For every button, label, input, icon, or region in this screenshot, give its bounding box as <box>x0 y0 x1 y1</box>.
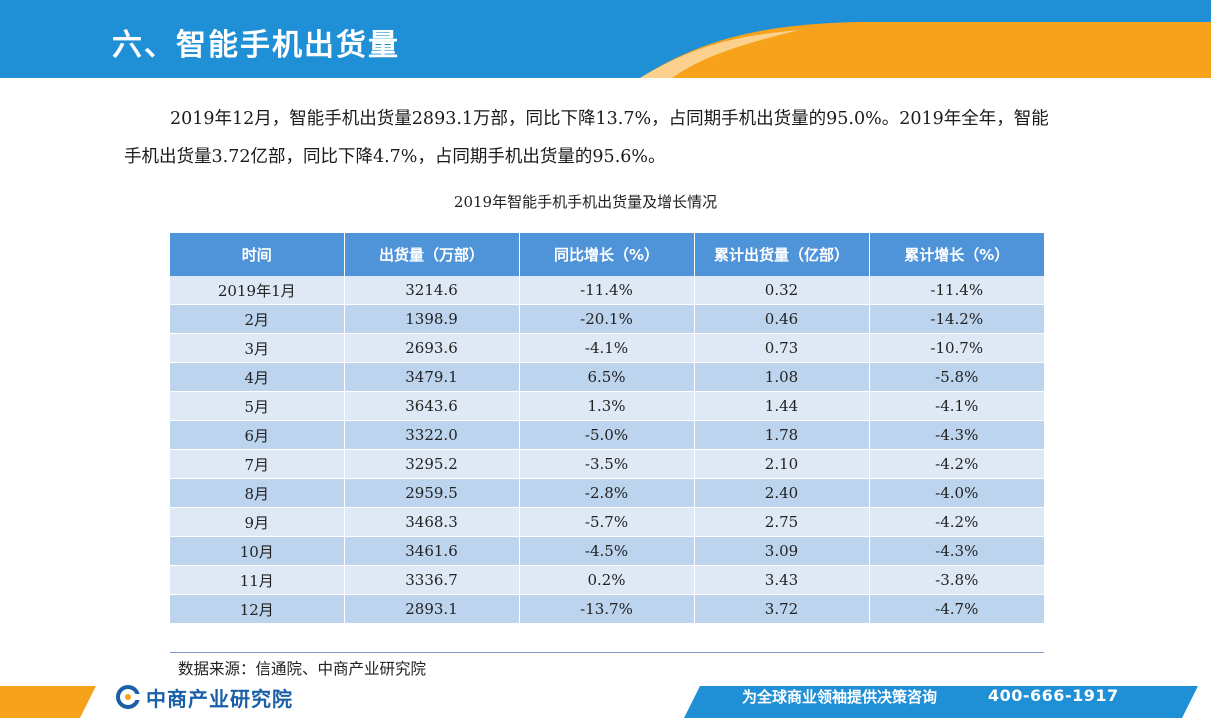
cell-cumulative-growth: -14.2% <box>869 304 1044 334</box>
cell-cumulative: 3.72 <box>694 594 870 624</box>
cell-cumulative-growth: -4.7% <box>869 594 1044 624</box>
cell-shipment: 3643.6 <box>344 391 520 421</box>
cell-cumulative: 1.78 <box>694 420 870 450</box>
cell-shipment: 3322.0 <box>344 420 520 450</box>
cell-shipment: 2693.6 <box>344 333 520 363</box>
cell-time: 6月 <box>170 420 345 450</box>
cell-yoy: -20.1% <box>519 304 695 334</box>
cell-yoy: -11.4% <box>519 276 695 305</box>
col-header-cumulative: 累计出货量（亿部） <box>694 233 870 276</box>
cell-cumulative-growth: -10.7% <box>869 333 1044 363</box>
cell-shipment: 3295.2 <box>344 449 520 479</box>
cell-shipment: 3461.6 <box>344 536 520 566</box>
cell-cumulative-growth: -4.1% <box>869 391 1044 421</box>
shipment-table: 时间 出货量（万部） 同比增长（%） 累计出货量（亿部） 累计增长（%） 201… <box>170 233 1044 624</box>
table-row: 7月 3295.2 -3.5% 2.10 -4.2% <box>170 449 1044 479</box>
table-row: 2月 1398.9 -20.1% 0.46 -14.2% <box>170 304 1044 334</box>
cell-time: 10月 <box>170 536 345 566</box>
table-row: 12月 2893.1 -13.7% 3.72 -4.7% <box>170 594 1044 624</box>
cell-time: 3月 <box>170 333 345 363</box>
cell-yoy: -3.5% <box>519 449 695 479</box>
cell-time: 8月 <box>170 478 345 508</box>
footer-background <box>0 686 1211 718</box>
col-header-shipment: 出货量（万部） <box>344 233 520 276</box>
cell-cumulative-growth: -4.2% <box>869 449 1044 479</box>
cell-yoy: 1.3% <box>519 391 695 421</box>
col-header-time: 时间 <box>170 233 345 276</box>
cell-cumulative-growth: -4.3% <box>869 420 1044 450</box>
intro-paragraph: 2019年12月，智能手机出货量2893.1万部，同比下降13.7%，占同期手机… <box>124 100 1054 176</box>
page-title: 六、智能手机出货量 <box>112 28 400 63</box>
intro-text: 2019年12月，智能手机出货量2893.1万部，同比下降13.7%，占同期手机… <box>124 109 1049 167</box>
cell-cumulative: 0.32 <box>694 276 870 305</box>
table-row: 10月 3461.6 -4.5% 3.09 -4.3% <box>170 536 1044 566</box>
table-row: 5月 3643.6 1.3% 1.44 -4.1% <box>170 391 1044 421</box>
table-header-row: 时间 出货量（万部） 同比增长（%） 累计出货量（亿部） 累计增长（%） <box>170 233 1044 276</box>
askci-logo-icon <box>116 685 140 709</box>
cell-yoy: -13.7% <box>519 594 695 624</box>
cell-shipment: 3479.1 <box>344 362 520 392</box>
cell-shipment: 2893.1 <box>344 594 520 624</box>
cell-yoy: -5.0% <box>519 420 695 450</box>
cell-cumulative: 2.75 <box>694 507 870 537</box>
table-caption: 2019年智能手机手机出货量及增长情况 <box>453 193 718 211</box>
cell-yoy: -5.7% <box>519 507 695 537</box>
cell-yoy: -2.8% <box>519 478 695 508</box>
cell-time: 4月 <box>170 362 345 392</box>
cell-yoy: 0.2% <box>519 565 695 595</box>
cell-cumulative-growth: -5.8% <box>869 362 1044 392</box>
footer-phone: 400-666-1917 <box>988 686 1119 705</box>
brand-name: 中商产业研究院 <box>146 686 293 711</box>
cell-cumulative-growth: -3.8% <box>869 565 1044 595</box>
col-header-yoy: 同比增长（%） <box>519 233 695 276</box>
cell-cumulative: 0.73 <box>694 333 870 363</box>
header-background <box>0 0 1211 78</box>
table-row: 2019年1月 3214.6 -11.4% 0.32 -11.4% <box>170 276 1044 305</box>
source-divider <box>170 652 1044 653</box>
cell-cumulative: 2.40 <box>694 478 870 508</box>
cell-shipment: 2959.5 <box>344 478 520 508</box>
cell-cumulative: 3.43 <box>694 565 870 595</box>
footer-bar <box>0 682 1211 718</box>
cell-shipment: 3214.6 <box>344 276 520 305</box>
cell-yoy: 6.5% <box>519 362 695 392</box>
table-row: 3月 2693.6 -4.1% 0.73 -10.7% <box>170 333 1044 363</box>
cell-cumulative: 1.44 <box>694 391 870 421</box>
cell-time: 7月 <box>170 449 345 479</box>
cell-time: 11月 <box>170 565 345 595</box>
cell-time: 2月 <box>170 304 345 334</box>
cell-cumulative: 3.09 <box>694 536 870 566</box>
cell-cumulative-growth: -4.0% <box>869 478 1044 508</box>
col-header-cumulative-growth: 累计增长（%） <box>869 233 1044 276</box>
cell-cumulative: 2.10 <box>694 449 870 479</box>
table-row: 4月 3479.1 6.5% 1.08 -5.8% <box>170 362 1044 392</box>
brand-logo: 中商产业研究院 <box>116 684 293 711</box>
cell-cumulative: 0.46 <box>694 304 870 334</box>
header-banner: 六、智能手机出货量 <box>0 0 1211 78</box>
cell-time: 5月 <box>170 391 345 421</box>
cell-time: 12月 <box>170 594 345 624</box>
cell-cumulative-growth: -11.4% <box>869 276 1044 305</box>
cell-cumulative: 1.08 <box>694 362 870 392</box>
cell-cumulative-growth: -4.2% <box>869 507 1044 537</box>
cell-yoy: -4.1% <box>519 333 695 363</box>
footer-slogan: 为全球商业领袖提供决策咨询 <box>742 688 938 706</box>
table-row: 11月 3336.7 0.2% 3.43 -3.8% <box>170 565 1044 595</box>
table-row: 6月 3322.0 -5.0% 1.78 -4.3% <box>170 420 1044 450</box>
data-source: 数据来源：信通院、中商产业研究院 <box>178 660 427 678</box>
table-row: 8月 2959.5 -2.8% 2.40 -4.0% <box>170 478 1044 508</box>
cell-shipment: 3336.7 <box>344 565 520 595</box>
cell-yoy: -4.5% <box>519 536 695 566</box>
cell-time: 2019年1月 <box>170 276 345 305</box>
cell-cumulative-growth: -4.3% <box>869 536 1044 566</box>
cell-time: 9月 <box>170 507 345 537</box>
cell-shipment: 1398.9 <box>344 304 520 334</box>
table-row: 9月 3468.3 -5.7% 2.75 -4.2% <box>170 507 1044 537</box>
cell-shipment: 3468.3 <box>344 507 520 537</box>
